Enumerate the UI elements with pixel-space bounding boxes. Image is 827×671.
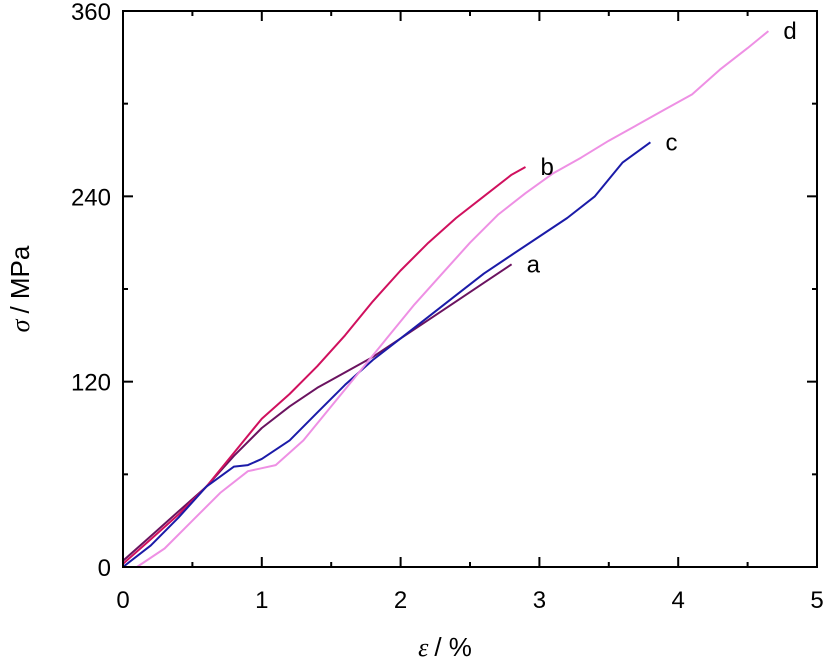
series-line-b [122, 166, 526, 565]
y-tick-label-120: 120 [71, 370, 111, 397]
y-axis-unit: / MPa [5, 245, 35, 313]
x-tick-label-3: 3 [533, 587, 546, 614]
series-layer [122, 30, 770, 568]
x-axis-unit: / % [434, 632, 472, 662]
x-tick-label-4: 4 [672, 587, 685, 614]
x-tick-label-0: 0 [116, 587, 129, 614]
x-tick-label-1: 1 [255, 587, 268, 614]
series-label-c: c [665, 129, 677, 156]
x-axis-symbol: ε [418, 633, 429, 662]
y-axis-symbol: σ [6, 318, 35, 332]
series-line-a [122, 263, 513, 562]
series-label-b: b [541, 154, 554, 181]
plot-frame [122, 10, 818, 568]
x-axis-title: ε / % [418, 632, 472, 662]
axis-layer [122, 10, 818, 568]
y-axis-title: σ / MPa [5, 245, 35, 332]
series-line-d [123, 30, 770, 568]
y-tick-label-240: 240 [71, 184, 111, 211]
x-tick-label-2: 2 [394, 587, 407, 614]
y-tick-label-0: 0 [98, 555, 111, 582]
y-tick-label-360: 360 [71, 0, 111, 26]
series-line-c [122, 141, 651, 568]
series-label-a: a [527, 251, 541, 278]
series-label-d: d [783, 18, 796, 45]
x-tick-label-5: 5 [810, 587, 823, 614]
label-layer: 0 1 2 3 4 5 0 120 240 360 a b c d [71, 0, 824, 614]
